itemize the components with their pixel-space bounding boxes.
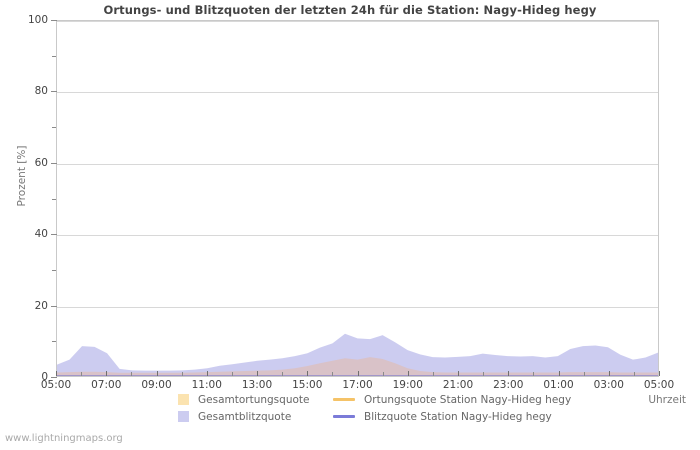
y-tick-label: 20 — [34, 299, 48, 312]
x-tick-label: 17:00 — [342, 379, 373, 391]
x-tick-label: 05:00 — [643, 379, 675, 391]
legend-row: Gesamtblitzquote Blitzquote Station Nagy… — [178, 408, 608, 425]
legend-label: Gesamtblitzquote — [198, 410, 292, 423]
x-tick-label: 09:00 — [141, 379, 172, 391]
legend-label: Blitzquote Station Nagy-Hideg hegy — [364, 410, 552, 423]
legend-label: Ortungsquote Station Nagy-Hideg hegy — [364, 393, 572, 406]
x-tick-label: 13:00 — [241, 379, 273, 391]
x-tick-label: 05:00 — [40, 379, 72, 391]
y-tick-label: 60 — [34, 156, 48, 169]
x-tick-label: 11:00 — [191, 379, 222, 391]
legend-row: Gesamtortungsquote Ortungsquote Station … — [178, 391, 608, 408]
x-tick-label: 01:00 — [543, 379, 574, 391]
gridline — [57, 92, 658, 94]
plot-area — [56, 20, 659, 377]
legend-line-icon — [333, 398, 355, 401]
watermark: www.lightningmaps.org — [5, 433, 123, 444]
x-axis-label: Uhrzeit — [648, 394, 686, 406]
x-tick-label: 15:00 — [292, 379, 323, 391]
y-tick-label: 40 — [34, 228, 48, 241]
legend-label: Gesamtortungsquote — [198, 393, 310, 406]
legend-swatch-icon — [178, 411, 189, 422]
x-tick-label: 03:00 — [593, 379, 624, 391]
y-axis-label: Prozent [%] — [16, 145, 28, 207]
legend-item-ortungsquote-station: Ortungsquote Station Nagy-Hideg hegy — [333, 394, 571, 406]
gridline — [57, 163, 658, 165]
chart-canvas — [57, 333, 658, 376]
legend-item-blitzquote-station: Blitzquote Station Nagy-Hideg hegy — [333, 411, 552, 423]
gridline — [57, 21, 658, 22]
y-tick-label: 80 — [34, 85, 48, 98]
x-tick-label: 21:00 — [442, 379, 474, 391]
page-title: Ortungs- und Blitzquoten der letzten 24h… — [103, 3, 597, 17]
x-tick-label: 19:00 — [392, 379, 423, 391]
x-tick-mark — [659, 371, 660, 376]
legend-swatch-icon — [178, 394, 189, 405]
y-tick-label: 0 — [41, 371, 48, 383]
area-gesamtblitzquote — [57, 333, 658, 376]
legend-line-icon — [333, 415, 355, 418]
gridline — [57, 306, 658, 308]
x-tick-label: 23:00 — [493, 379, 524, 391]
chart-legend: Gesamtortungsquote Ortungsquote Station … — [178, 391, 608, 425]
area-gesamtortungsquote — [57, 357, 658, 376]
x-tick-label: 07:00 — [91, 379, 122, 391]
y-tick-mark — [51, 377, 57, 378]
legend-item-gesamtblitzquote: Gesamtblitzquote — [178, 411, 333, 423]
legend-item-gesamtortungsquote: Gesamtortungsquote — [178, 394, 333, 406]
gridline — [57, 235, 658, 237]
